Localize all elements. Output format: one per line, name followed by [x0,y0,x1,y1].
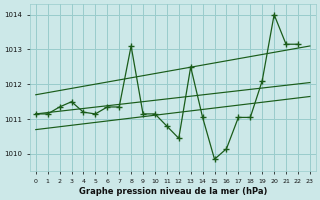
X-axis label: Graphe pression niveau de la mer (hPa): Graphe pression niveau de la mer (hPa) [79,187,267,196]
